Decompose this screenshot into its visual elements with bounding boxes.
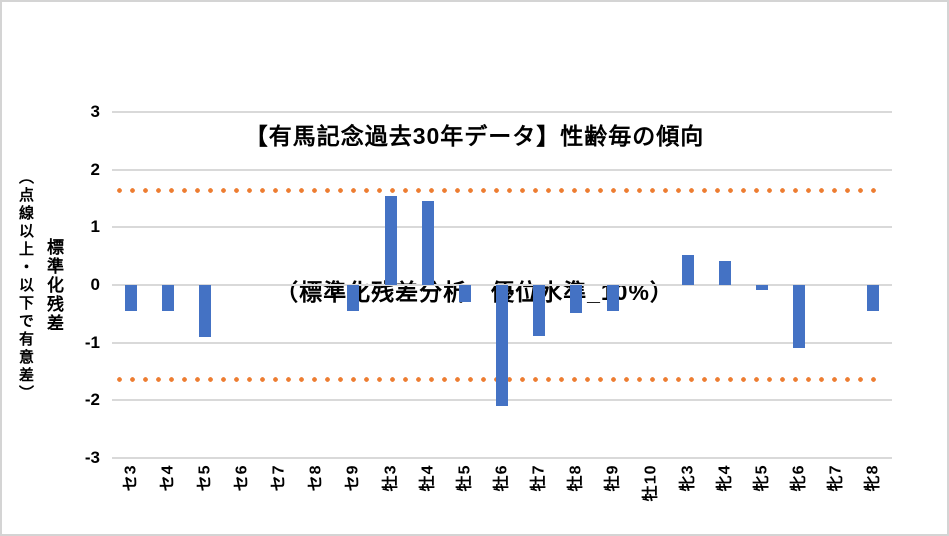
x-axis-label: セ4 xyxy=(159,464,177,492)
x-axis-label: セ3 xyxy=(122,464,140,492)
chart-title: 【有馬記念過去30年データ】性齢毎の傾向 （標準化残差分析 優位水準_10%） xyxy=(2,6,947,422)
x-axis-label: セ9 xyxy=(344,464,362,492)
x-axis-label: 牡6 xyxy=(493,464,511,492)
x-axis-label: 牡3 xyxy=(382,464,400,492)
significance-dotted-line xyxy=(117,187,877,193)
bar-セ9 xyxy=(347,285,360,311)
chart-title-line-2: （標準化残差分析 優位水準_10%） xyxy=(275,279,674,305)
bar-セ4 xyxy=(161,285,174,311)
x-axis-label: 牝7 xyxy=(827,464,845,492)
gridline xyxy=(112,111,892,113)
bar-牝4 xyxy=(718,260,731,285)
x-axis-label: 牡8 xyxy=(567,464,585,492)
y-tick-label: 2 xyxy=(90,159,100,179)
x-axis-label: セ6 xyxy=(233,464,251,492)
y-axis-title-main: 標準化残差 xyxy=(44,238,63,333)
y-tick-label: 1 xyxy=(90,217,100,237)
y-tick-label: 0 xyxy=(90,275,100,294)
bar-牡8 xyxy=(570,285,583,313)
bar-牡6 xyxy=(496,285,508,407)
y-tick-label: 3 xyxy=(90,102,100,121)
bar-牡5 xyxy=(458,285,471,303)
x-axis-label: 牡5 xyxy=(456,464,474,492)
y-tick-label: -2 xyxy=(84,390,100,410)
y-axis-title-sub: （点線以上・以下で有意差） xyxy=(17,168,34,403)
x-axis-label: 牡9 xyxy=(604,464,622,492)
x-axis-label: セ8 xyxy=(307,464,325,492)
bar-牝3 xyxy=(681,255,694,285)
x-axis-label: 牡7 xyxy=(530,464,548,492)
plot-area xyxy=(112,111,892,459)
bar-セ5 xyxy=(198,285,211,337)
gridline xyxy=(112,168,892,171)
bar-牝6 xyxy=(793,285,806,349)
x-axis-label: 牡10 xyxy=(642,464,660,502)
gridline xyxy=(112,226,892,229)
y-tick-label: -3 xyxy=(84,448,100,467)
x-axis-label: 牝8 xyxy=(864,464,882,492)
x-axis-label: セ7 xyxy=(270,464,288,492)
chart-title-line-1: 【有馬記念過去30年データ】性齢毎の傾向 xyxy=(244,123,705,149)
x-axis-label: 牡4 xyxy=(419,464,437,492)
bar-牡7 xyxy=(533,285,546,336)
bar-牝8 xyxy=(867,285,880,311)
x-axis-label: 牝6 xyxy=(790,464,808,492)
bar-牡4 xyxy=(421,201,434,285)
x-axis-label: 牝3 xyxy=(679,464,697,492)
x-axis-label: 牝4 xyxy=(716,464,734,492)
gridline xyxy=(112,457,892,459)
x-axis-label: 牝5 xyxy=(753,464,771,492)
bar-セ3 xyxy=(124,285,137,311)
bar-牝5 xyxy=(756,285,768,290)
y-tick-label: -1 xyxy=(84,332,100,352)
bar-牡9 xyxy=(607,285,620,311)
y-axis-title: （点線以上・以下で有意差） 標準化残差 xyxy=(15,112,66,459)
bar-牡3 xyxy=(384,195,397,285)
x-axis-label: セ5 xyxy=(196,464,214,492)
